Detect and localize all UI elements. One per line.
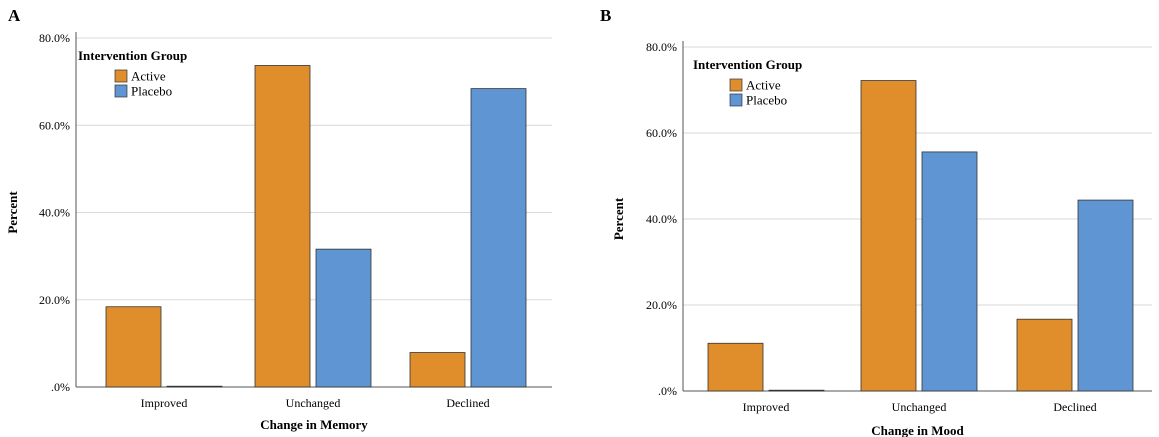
y-tick-label: 20.0%: [39, 293, 70, 307]
bar-active-improved: [105, 306, 162, 388]
y-tick-label: 60.0%: [646, 126, 677, 140]
x-axis-title: Change in Memory: [260, 417, 368, 432]
bar-placebo-improved: [768, 389, 825, 392]
panel-letter: A: [8, 6, 21, 25]
y-tick-label: .0%: [51, 380, 70, 394]
x-tick-label: Declined: [446, 396, 489, 410]
x-axis-title: Change in Mood: [871, 423, 964, 437]
y-tick-label: 20.0%: [646, 298, 677, 312]
y-tick-label: 40.0%: [646, 212, 677, 226]
legend-swatch-placebo: [729, 93, 743, 107]
x-tick-label: Declined: [1053, 400, 1096, 414]
legend-label-placebo: Placebo: [746, 93, 787, 108]
x-tick-label: Improved: [141, 396, 188, 410]
bar-placebo-declined: [1077, 199, 1134, 392]
bar-placebo-unchanged: [921, 151, 978, 392]
y-tick-label: 60.0%: [39, 118, 70, 132]
bar-active-unchanged: [254, 65, 311, 388]
bar-placebo-unchanged: [315, 248, 372, 388]
y-axis-title: Percent: [5, 191, 20, 234]
panel-letter: B: [600, 6, 611, 25]
y-axis-title: Percent: [611, 197, 626, 240]
chart-panel-a: A .0% 20.0% 40.0% 60.0% 80.0% Improved Unchange…: [5, 6, 552, 432]
legend-label-active: Active: [131, 69, 166, 84]
bar-active-declined: [409, 352, 466, 388]
bar-placebo-improved: [166, 385, 223, 388]
y-tick-label: 80.0%: [646, 40, 677, 54]
legend-swatch-placebo: [114, 84, 128, 98]
bar-active-improved: [707, 342, 764, 392]
chart-panel-b: B .0% 20.0% 40.0% 60.0% 80.0% Improved Unchange…: [600, 6, 1152, 437]
legend-title: Intervention Group: [693, 57, 802, 72]
x-tick-label: Improved: [743, 400, 790, 414]
x-tick-label: Unchanged: [892, 400, 947, 414]
bar-active-declined: [1016, 318, 1073, 392]
legend-swatch-active: [729, 78, 743, 92]
y-tick-label: .0%: [658, 384, 677, 398]
bar-placebo-declined: [470, 88, 527, 388]
legend-title: Intervention Group: [78, 48, 187, 63]
y-tick-label: 80.0%: [39, 31, 70, 45]
bar-active-unchanged: [860, 80, 917, 392]
y-tick-label: 40.0%: [39, 206, 70, 220]
x-tick-label: Unchanged: [286, 396, 341, 410]
legend-swatch-active: [114, 69, 128, 83]
legend-label-placebo: Placebo: [131, 84, 172, 99]
legend-label-active: Active: [746, 78, 781, 93]
